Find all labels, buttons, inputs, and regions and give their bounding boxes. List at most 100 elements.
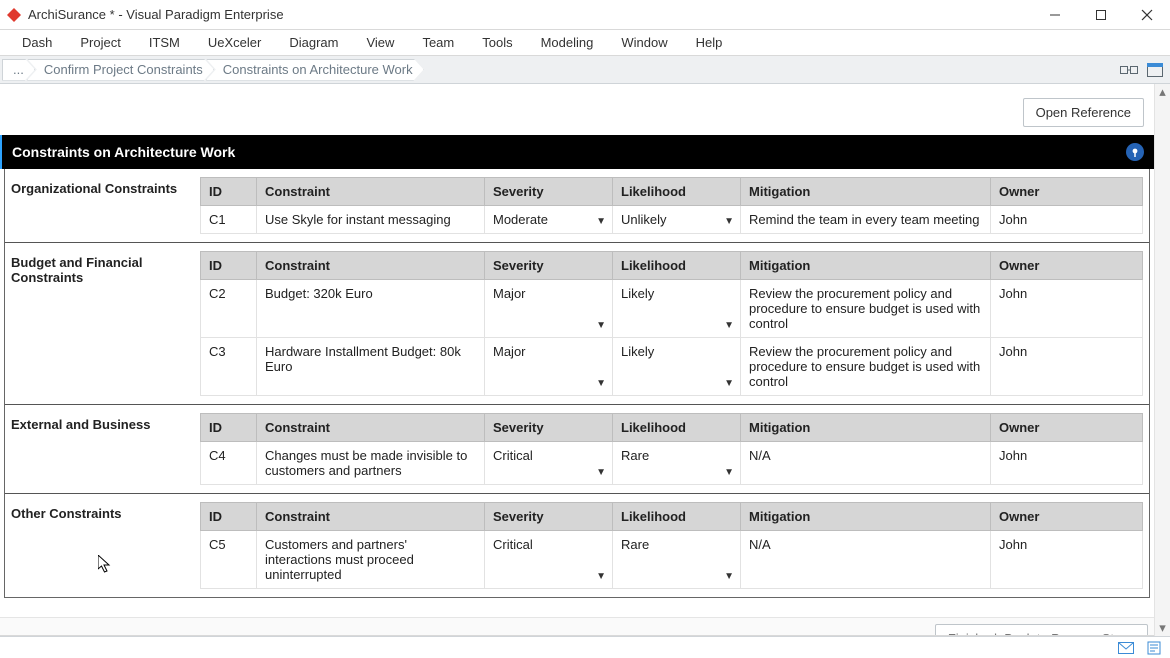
cell-owner[interactable]: John [991,442,1143,485]
cell-id[interactable]: C4 [201,442,257,485]
menu-dash[interactable]: Dash [10,31,64,54]
close-button[interactable] [1124,0,1170,30]
col-header-likelihood[interactable]: Likelihood [613,503,741,531]
footer-row: Finished. Back to Process Steps [0,617,1154,635]
cell-id[interactable]: C3 [201,338,257,396]
cell-likelihood[interactable]: Rare▼ [613,442,741,485]
col-header-id[interactable]: ID [201,178,257,206]
col-header-likelihood[interactable]: Likelihood [613,414,741,442]
cell-constraint[interactable]: Changes must be made invisible to custom… [257,442,485,485]
cell-constraint[interactable]: Customers and partners' interactions mus… [257,531,485,589]
col-header-owner[interactable]: Owner [991,414,1143,442]
cell-owner[interactable]: John [991,338,1143,396]
col-header-owner[interactable]: Owner [991,503,1143,531]
chevron-down-icon[interactable]: ▼ [596,467,606,478]
cell-mitigation[interactable]: N/A [741,442,991,485]
cell-mitigation[interactable]: Review the procurement policy and proced… [741,338,991,396]
chevron-down-icon[interactable]: ▼ [596,320,606,331]
col-header-constraint[interactable]: Constraint [257,414,485,442]
chevron-down-icon[interactable]: ▼ [724,467,734,478]
col-header-severity[interactable]: Severity [485,178,613,206]
col-header-likelihood[interactable]: Likelihood [613,178,741,206]
chevron-down-icon[interactable]: ▼ [596,571,606,582]
menu-modeling[interactable]: Modeling [529,31,606,54]
menu-itsm[interactable]: ITSM [137,31,192,54]
scroll-up-icon[interactable]: ▴ [1155,84,1170,100]
table-row[interactable]: C3Hardware Installment Budget: 80k EuroM… [201,338,1143,396]
finished-back-button[interactable]: Finished. Back to Process Steps [935,624,1148,635]
cell-owner[interactable]: John [991,280,1143,338]
col-header-constraint[interactable]: Constraint [257,178,485,206]
col-header-id[interactable]: ID [201,503,257,531]
menu-tools[interactable]: Tools [470,31,524,54]
menu-team[interactable]: Team [410,31,466,54]
col-header-constraint[interactable]: Constraint [257,503,485,531]
cell-constraint[interactable]: Hardware Installment Budget: 80k Euro [257,338,485,396]
maximize-button[interactable] [1078,0,1124,30]
cell-id[interactable]: C5 [201,531,257,589]
cell-severity[interactable]: Major▼ [485,338,613,396]
scroll-down-icon[interactable]: ▾ [1155,620,1170,636]
chevron-down-icon[interactable]: ▼ [596,378,606,389]
pin-icon[interactable] [1126,143,1144,161]
cell-id[interactable]: C1 [201,206,257,234]
vertical-scrollbar[interactable]: ▴ ▾ [1154,84,1170,636]
cell-constraint[interactable]: Use Skyle for instant messaging [257,206,485,234]
col-header-constraint[interactable]: Constraint [257,252,485,280]
col-header-owner[interactable]: Owner [991,178,1143,206]
cell-likelihood[interactable]: Rare▼ [613,531,741,589]
table-row[interactable]: C1Use Skyle for instant messagingModerat… [201,206,1143,234]
menu-window[interactable]: Window [609,31,679,54]
cell-mitigation[interactable]: Review the procurement policy and proced… [741,280,991,338]
cell-likelihood[interactable]: Likely ▼ [613,338,741,396]
chevron-down-icon[interactable]: ▼ [596,216,606,227]
chevron-down-icon[interactable]: ▼ [724,378,734,389]
cell-mitigation[interactable]: Remind the team in every team meeting [741,206,991,234]
col-header-mitigation[interactable]: Mitigation [741,252,991,280]
scroll-track[interactable] [1155,100,1170,620]
cell-owner[interactable]: John [991,531,1143,589]
cell-owner[interactable]: John [991,206,1143,234]
breadcrumb-current[interactable]: Constraints on Architecture Work [206,59,424,81]
chevron-down-icon[interactable]: ▼ [724,216,734,227]
panel-toggle-icon[interactable] [1144,59,1166,81]
note-icon[interactable] [1146,640,1162,656]
col-header-severity[interactable]: Severity [485,503,613,531]
col-header-likelihood[interactable]: Likelihood [613,252,741,280]
menu-view[interactable]: View [354,31,406,54]
cell-likelihood[interactable]: Unlikely▼ [613,206,741,234]
table-row[interactable]: C5Customers and partners' interactions m… [201,531,1143,589]
cell-severity[interactable]: Moderate ▼ [485,206,613,234]
open-reference-button[interactable]: Open Reference [1023,98,1144,127]
menu-diagram[interactable]: Diagram [277,31,350,54]
menu-uexceler[interactable]: UeXceler [196,31,273,54]
col-header-mitigation[interactable]: Mitigation [741,503,991,531]
link-diagram-icon[interactable] [1118,59,1140,81]
constraint-table: IDConstraintSeverityLikelihoodMitigation… [200,413,1143,485]
col-header-severity[interactable]: Severity [485,252,613,280]
table-row[interactable]: C4Changes must be made invisible to cust… [201,442,1143,485]
cell-severity-value: Moderate [493,212,548,227]
col-header-severity[interactable]: Severity [485,414,613,442]
chevron-down-icon[interactable]: ▼ [724,571,734,582]
cell-severity[interactable]: Major▼ [485,280,613,338]
col-header-mitigation[interactable]: Mitigation [741,414,991,442]
cell-likelihood-value: Likely [621,344,654,359]
minimize-button[interactable] [1032,0,1078,30]
col-header-id[interactable]: ID [201,252,257,280]
chevron-down-icon[interactable]: ▼ [724,320,734,331]
col-header-mitigation[interactable]: Mitigation [741,178,991,206]
menu-project[interactable]: Project [68,31,132,54]
menu-help[interactable]: Help [684,31,735,54]
cell-severity[interactable]: Critical▼ [485,442,613,485]
cell-constraint[interactable]: Budget: 320k Euro [257,280,485,338]
col-header-id[interactable]: ID [201,414,257,442]
cell-mitigation[interactable]: N/A [741,531,991,589]
cell-severity[interactable]: Critical▼ [485,531,613,589]
mail-icon[interactable] [1118,640,1134,656]
table-row[interactable]: C2Budget: 320k EuroMajor▼Likely▼Review t… [201,280,1143,338]
breadcrumb-parent[interactable]: Confirm Project Constraints [27,59,214,81]
col-header-owner[interactable]: Owner [991,252,1143,280]
cell-likelihood[interactable]: Likely▼ [613,280,741,338]
cell-id[interactable]: C2 [201,280,257,338]
